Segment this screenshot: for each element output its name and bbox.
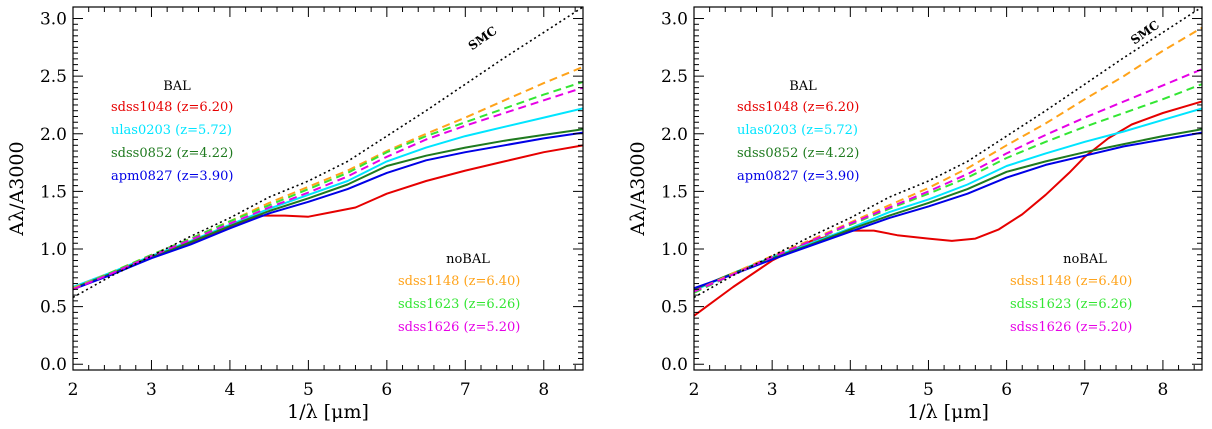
x-axis-label: 1/λ [μm]	[287, 401, 369, 423]
x-tick-label: 5	[923, 380, 934, 400]
legend-bal: BAL sdss1048 (z=6.20) ulas0203 (z=5.72) sds…	[111, 79, 233, 184]
annotation-smc: SMC	[466, 24, 500, 54]
x-axis-label: 1/λ [μm]	[907, 401, 989, 423]
legend-entry-sdss1623-z-6-26: sdss1623 (z=6.26)	[1010, 297, 1132, 312]
legend-entry-sdss1048-z-6-20: sdss1048 (z=6.20)	[737, 100, 859, 115]
legend-entry-ulas0203-z-5-72: ulas0203 (z=5.72)	[111, 123, 232, 138]
y-tick-label: 0.5	[661, 298, 688, 318]
legend-heading: noBAL	[446, 252, 490, 267]
legend-heading: BAL	[789, 79, 817, 94]
annotation-smc: SMC	[1128, 18, 1162, 48]
y-tick-label: 0.5	[40, 298, 67, 318]
legend-heading: BAL	[163, 79, 191, 94]
series-line-apm0827-z-3-90	[694, 131, 1202, 290]
legend-entry-sdss1626-z-5-20: sdss1626 (z=5.20)	[1010, 320, 1132, 335]
y-tick-label: 2.0	[40, 125, 67, 145]
series-line-apm0827-z-3-90	[73, 131, 583, 291]
legend-entry-sdss0852-z-4-22: sdss0852 (z=4.22)	[737, 146, 859, 161]
plot-frame	[693, 6, 1203, 371]
series-line-sdss0852-z-4-22	[73, 128, 583, 290]
legend-heading: noBAL	[1063, 252, 1107, 267]
legend-entry-sdss1148-z-6-40: sdss1148 (z=6.40)	[1010, 274, 1132, 289]
legend-entry-apm0827-z-3-90: apm0827 (z=3.90)	[111, 169, 233, 184]
y-tick-label: 1.5	[661, 182, 688, 202]
plot-frame	[72, 6, 584, 371]
y-axis-label: Aλ/A3000	[6, 141, 28, 236]
x-tick-label: 2	[68, 380, 79, 400]
series-lines	[694, 7, 1202, 317]
x-tick-label: 8	[1158, 380, 1169, 400]
x-tick-label: 3	[767, 380, 778, 400]
series-lines	[73, 7, 583, 299]
legend-entry-sdss1623-z-6-26: sdss1623 (z=6.26)	[398, 297, 520, 312]
series-line-smc	[73, 7, 583, 299]
legend-entry-sdss1048-z-6-20: sdss1048 (z=6.20)	[111, 100, 233, 115]
y-tick-label: 1.0	[661, 240, 688, 260]
x-tick-label: 5	[303, 380, 314, 400]
legend-bal: BAL sdss1048 (z=6.20) ulas0203 (z=5.72) sds…	[737, 79, 859, 184]
legend-entry-sdss0852-z-4-22: sdss0852 (z=4.22)	[111, 146, 233, 161]
legend-nobal: noBAL sdss1148 (z=6.40) sdss1623 (z=6.26) s…	[1010, 252, 1132, 335]
x-tick-label: 3	[146, 380, 157, 400]
x-tick-label: 4	[845, 380, 856, 400]
series-line-sdss1626-z-5-20	[694, 68, 1202, 293]
panel-2: 2 3 4 5 6 7 8 0.0 0.5 1.0 1.5 2.0 2.5 3.0 1/λ [μm] Aλ/A…	[627, 6, 1203, 423]
x-tick-label: 7	[1079, 380, 1090, 400]
series-line-sdss1048-z-6-20	[73, 144, 583, 291]
y-tick-label: 3.0	[661, 10, 688, 30]
x-tick-label: 4	[225, 380, 236, 400]
y-tick-label: 3.0	[40, 10, 67, 30]
y-axis-label: Aλ/A3000	[627, 141, 649, 236]
legend-entry-ulas0203-z-5-72: ulas0203 (z=5.72)	[737, 123, 858, 138]
legend-entry-apm0827-z-3-90: apm0827 (z=3.90)	[737, 169, 859, 184]
panel-1: 2 3 4 5 6 7 8 0.0 0.5 1.0 1.5 2.0 2.5 3.0 1/λ [μm] Aλ/A…	[6, 6, 584, 423]
y-tick-label: 1.5	[40, 182, 67, 202]
y-tick-label: 0.0	[661, 355, 688, 375]
y-tick-label: 2.0	[661, 125, 688, 145]
x-tick-label: 2	[689, 380, 700, 400]
legend-entry-sdss1148-z-6-40: sdss1148 (z=6.40)	[398, 274, 520, 289]
y-tick-label: 0.0	[40, 355, 67, 375]
series-line-smc	[694, 7, 1202, 299]
x-tick-label: 8	[538, 380, 549, 400]
y-tick-label: 1.0	[40, 240, 67, 260]
series-line-sdss0852-z-4-22	[694, 128, 1202, 291]
x-tick-label: 6	[1001, 380, 1012, 400]
y-tick-label: 2.5	[661, 67, 688, 87]
y-tick-label: 2.5	[40, 67, 67, 87]
legend-nobal: noBAL sdss1148 (z=6.40) sdss1623 (z=6.26) s…	[398, 252, 520, 335]
legend-entry-sdss1626-z-5-20: sdss1626 (z=5.20)	[398, 320, 520, 335]
x-tick-label: 6	[381, 380, 392, 400]
x-tick-label: 7	[460, 380, 471, 400]
